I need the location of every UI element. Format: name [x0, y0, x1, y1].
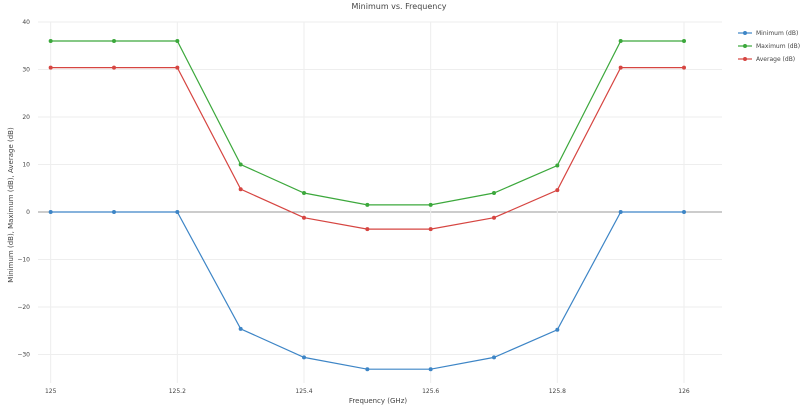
data-point[interactable]: [48, 39, 53, 43]
series-line: [50, 40, 684, 206]
y-tick-label: 0: [26, 209, 30, 216]
data-point[interactable]: [302, 215, 306, 220]
legend-swatch-marker: [743, 57, 747, 61]
data-point[interactable]: [238, 326, 243, 331]
x-tick-label: 125.2: [169, 388, 186, 395]
series-average-db: [48, 65, 686, 232]
data-point[interactable]: [175, 65, 180, 70]
y-tick-label: −30: [17, 352, 30, 359]
data-point[interactable]: [365, 227, 370, 232]
x-tick-label: 125.8: [549, 388, 566, 395]
legend-swatch-marker: [743, 31, 747, 35]
y-tick-label: 20: [22, 114, 30, 121]
data-point[interactable]: [238, 187, 243, 192]
data-point[interactable]: [175, 210, 180, 214]
data-point[interactable]: [175, 39, 180, 43]
y-axis-title: Minimum (dB), Maximum (dB), Average (dB): [7, 127, 15, 283]
data-point[interactable]: [48, 210, 53, 214]
data-point[interactable]: [112, 39, 116, 43]
data-point[interactable]: [302, 191, 306, 195]
data-point[interactable]: [428, 202, 433, 207]
grid: [38, 21, 722, 383]
legend-item[interactable]: Average (dB): [738, 56, 795, 63]
data-point[interactable]: [112, 210, 116, 214]
data-point[interactable]: [682, 39, 686, 43]
data-point[interactable]: [618, 65, 623, 70]
y-tick-label: −20: [17, 304, 30, 311]
legend: Minimum (dB) Maximum (dB) Average (dB): [738, 30, 800, 63]
data-point[interactable]: [48, 65, 53, 70]
data-point[interactable]: [428, 367, 433, 372]
x-axis-title: Frequency (GHz): [349, 397, 407, 405]
data-point[interactable]: [302, 355, 306, 360]
series-minimum-db: [48, 210, 686, 372]
data-point[interactable]: [365, 202, 370, 207]
x-tick-label: 125.6: [422, 388, 439, 395]
legend-item[interactable]: Maximum (dB): [738, 43, 800, 50]
legend-item[interactable]: Minimum (dB): [738, 30, 798, 37]
x-tick-label: 125.4: [295, 388, 312, 395]
y-tick-label: −10: [17, 257, 30, 264]
data-point[interactable]: [682, 65, 686, 70]
y-tick-label: 30: [22, 67, 30, 74]
legend-label: Average (dB): [756, 56, 795, 63]
data-point[interactable]: [555, 188, 560, 193]
y-tick-label: 10: [22, 162, 30, 169]
y-tick-label: 40: [22, 19, 30, 26]
data-point[interactable]: [492, 191, 496, 195]
data-point[interactable]: [428, 227, 433, 232]
series-maximum-db: [48, 39, 686, 207]
series-layer: [48, 39, 686, 372]
data-point[interactable]: [238, 162, 243, 167]
data-point[interactable]: [112, 65, 116, 70]
data-point[interactable]: [492, 355, 496, 360]
data-point[interactable]: [555, 327, 560, 332]
series-line: [50, 211, 684, 370]
legend-label: Minimum (dB): [756, 30, 798, 37]
legend-label: Maximum (dB): [756, 43, 800, 50]
x-tick-label: 125: [45, 388, 57, 395]
chart-title: Minimum vs. Frequency: [352, 2, 447, 11]
x-tick-label: 126: [678, 388, 690, 395]
data-point[interactable]: [492, 215, 496, 220]
data-point[interactable]: [555, 163, 560, 168]
legend-swatch-marker: [743, 44, 747, 48]
data-point[interactable]: [618, 39, 623, 43]
axes: 40 30 20 10 0 −10 −20 −30 125 125.2 125.4 125.6 125.…: [17, 19, 690, 395]
data-point[interactable]: [365, 367, 370, 372]
data-point[interactable]: [682, 210, 686, 214]
data-point[interactable]: [618, 210, 623, 214]
